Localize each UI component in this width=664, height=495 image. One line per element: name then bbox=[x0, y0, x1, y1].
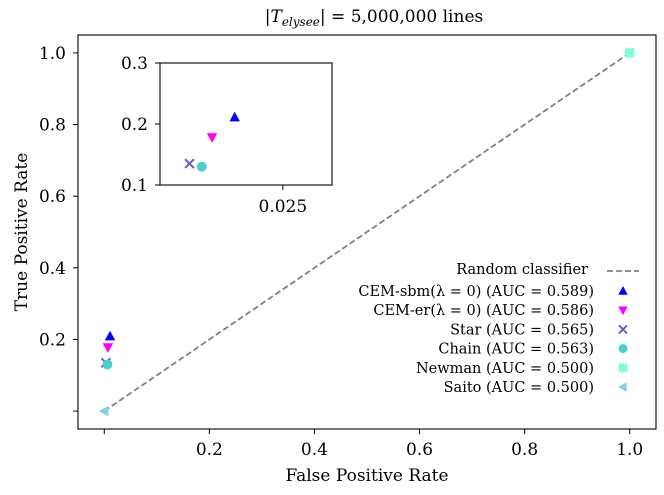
inset-point-cem-sbm bbox=[229, 111, 240, 122]
x-tick-label: 0.2 bbox=[196, 440, 223, 460]
main-ticks: 0.2 0.4 0.6 0.8 1.0 0.2 0.4 0.6 0.8 1.0 bbox=[39, 44, 643, 460]
legend-swatch-saito bbox=[618, 382, 627, 392]
legend-swatch-chain bbox=[618, 344, 628, 354]
title-sub: elysee bbox=[282, 15, 320, 29]
legend-label-newman: Newman (AUC = 0.500) bbox=[416, 361, 594, 377]
legend-label-saito: Saito (AUC = 0.500) bbox=[444, 380, 594, 396]
x-tick-label: 0.8 bbox=[511, 440, 538, 460]
inset-point-cem-er bbox=[206, 133, 218, 143]
y-axis-title: True Positive Rate bbox=[12, 153, 32, 312]
legend-swatch-cem-er bbox=[618, 306, 628, 316]
legend-label-cem-er: CEM-er(λ = 0) (AUC = 0.586) bbox=[373, 303, 594, 319]
point-chain bbox=[102, 359, 113, 370]
x-tick-label: 1.0 bbox=[616, 440, 643, 460]
main-lines bbox=[103, 52, 631, 412]
inset-point-chain bbox=[196, 161, 207, 172]
inset-ticks: 0.025 0.1 0.2 0.3 bbox=[121, 54, 307, 217]
point-cem-er bbox=[102, 343, 114, 353]
plot-frame bbox=[77, 34, 657, 430]
inset-y-tick-label: 0.2 bbox=[121, 115, 148, 135]
point-saito bbox=[98, 405, 109, 417]
y-tick-label: 0.2 bbox=[39, 330, 66, 350]
y-tick-label: 1.0 bbox=[39, 44, 66, 64]
inset-y-tick-label: 0.1 bbox=[121, 176, 148, 196]
title-var: T bbox=[270, 7, 283, 27]
inset-points bbox=[184, 111, 240, 172]
inset-y-tick-label: 0.3 bbox=[121, 54, 148, 74]
x-axis-title: False Positive Rate bbox=[285, 466, 448, 486]
legend-label-chain: Chain (AUC = 0.563) bbox=[438, 342, 594, 358]
legend-swatch-star bbox=[618, 324, 628, 335]
y-tick-label: 0.6 bbox=[39, 187, 66, 207]
legend-swatch-newman bbox=[618, 363, 628, 373]
y-tick-label: 0.8 bbox=[39, 116, 66, 136]
point-newman bbox=[625, 48, 635, 58]
legend-swatch-cem-sbm bbox=[618, 286, 628, 295]
main-points bbox=[98, 48, 635, 417]
point-cem-sbm bbox=[104, 330, 116, 341]
x-tick-label: 0.4 bbox=[301, 440, 328, 460]
inset-x-tick-label: 0.025 bbox=[259, 197, 308, 217]
inset-point-star bbox=[184, 158, 195, 169]
title-suffix: | = 5,000,000 lines bbox=[320, 7, 483, 27]
y-tick-label: 0.4 bbox=[39, 259, 66, 279]
title-prefix: | bbox=[265, 7, 271, 27]
legend: Random classifier CEM-sbm(λ = 0) (AUC = 0… bbox=[358, 262, 639, 396]
legend-label-cem-sbm: CEM-sbm(λ = 0) (AUC = 0.589) bbox=[358, 284, 594, 300]
legend-label-star: Star (AUC = 0.565) bbox=[450, 322, 594, 338]
chart-title: |Telysee| = 5,000,000 lines bbox=[265, 7, 483, 29]
x-tick-label: 0.6 bbox=[406, 440, 433, 460]
legend-label-random-classifier: Random classifier bbox=[456, 262, 588, 278]
random-classifier-line bbox=[103, 52, 631, 412]
